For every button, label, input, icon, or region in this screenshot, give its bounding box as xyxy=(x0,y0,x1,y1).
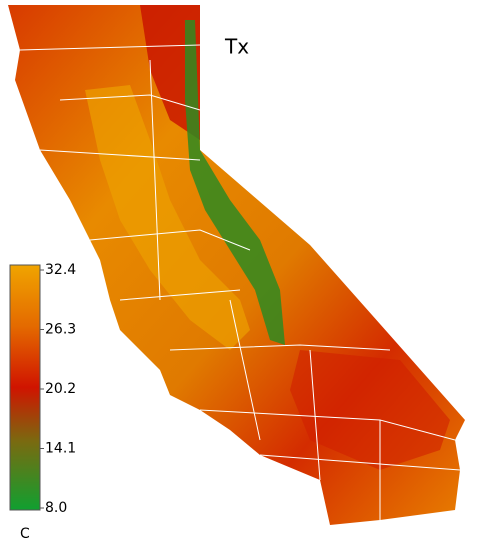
colorbar-unit: C xyxy=(20,526,30,542)
colorbar xyxy=(9,264,41,511)
colorbar-ticks: 32.4 26.3 20.2 14.1 8.0 xyxy=(40,262,76,516)
colorbar-tick-label: 8.0 xyxy=(45,500,67,516)
map-title: Tx xyxy=(224,35,249,59)
desert-heat xyxy=(290,350,450,470)
sierra-nevada xyxy=(185,20,285,345)
colorbar-tick-label: 32.4 xyxy=(45,262,76,278)
colorbar-tick-label: 20.2 xyxy=(45,381,76,397)
county-lines xyxy=(19,44,461,520)
colorbar-tick-label: 14.1 xyxy=(45,441,76,457)
central-valley xyxy=(85,85,250,350)
colorbar-tick-label: 26.3 xyxy=(45,322,76,338)
